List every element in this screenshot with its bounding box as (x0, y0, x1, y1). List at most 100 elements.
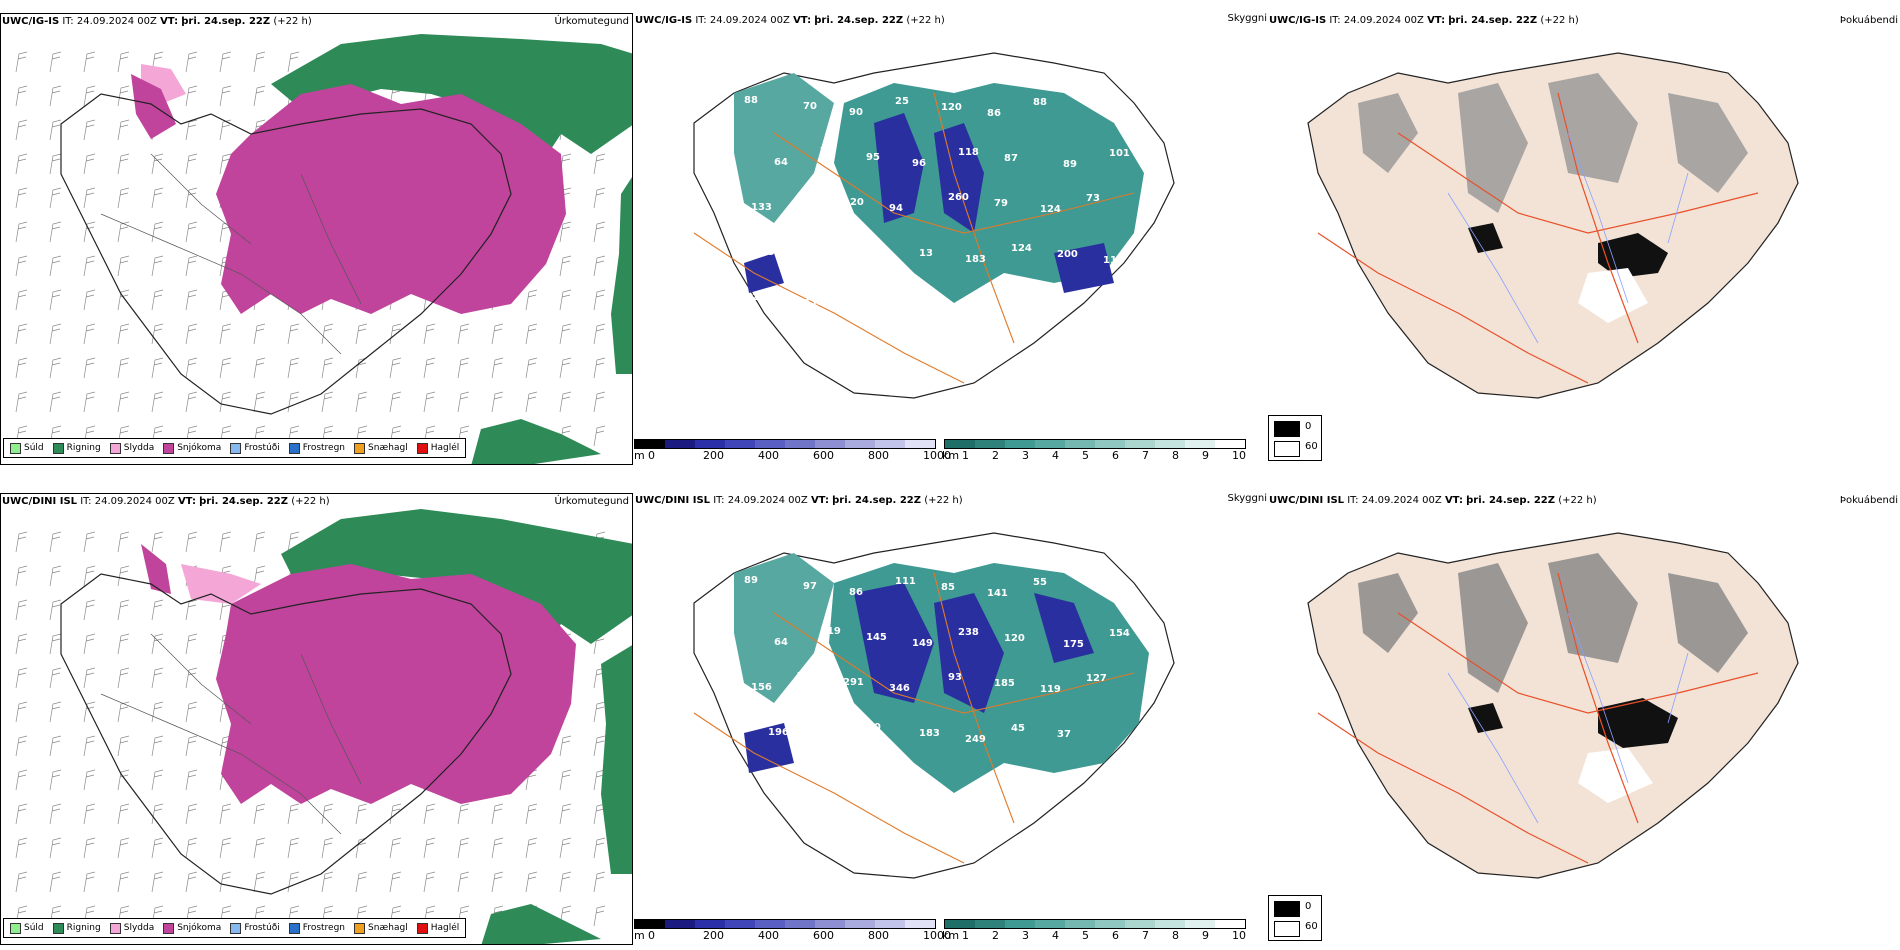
panel-title: Þokuábendi (1839, 15, 1898, 26)
wind-barb (15, 323, 28, 345)
height-unit: m (634, 929, 645, 942)
wind-barb (15, 85, 28, 107)
lead-time: (+22 h) (1558, 495, 1597, 506)
legend-label: Haglél (430, 923, 460, 933)
spot-value: 93 (948, 672, 962, 683)
legend-item: Frostúði (230, 922, 280, 934)
legend-label: Slydda (123, 443, 155, 453)
fog-index-area (1358, 73, 1748, 213)
snow-area (216, 564, 576, 804)
wind-barb (83, 837, 96, 859)
wind-barb (593, 905, 606, 927)
spot-value: 120 (843, 197, 864, 208)
spot-value: 86 (849, 587, 863, 598)
colorbar-swatch (945, 920, 975, 928)
wind-barb (253, 837, 266, 859)
spot-value: 25 (895, 96, 909, 107)
wind-barb (457, 323, 470, 345)
wind-barb (559, 391, 572, 413)
rain-area (471, 419, 601, 464)
spot-values: 89 97 86 111 85 141 55 82 64 119 145 149 238 120 175 15… (744, 575, 1130, 745)
fog-index-high (1468, 698, 1678, 748)
wind-barb (83, 221, 96, 243)
wind-barb (219, 531, 232, 553)
wind-barb (15, 391, 28, 413)
lead-time: (+22 h) (273, 16, 312, 27)
spot-value: 141 (987, 588, 1008, 599)
height-unit: m (634, 449, 645, 462)
legend-swatch (288, 442, 300, 454)
wind-barb (185, 871, 198, 893)
wind-barb (151, 289, 164, 311)
legend-item: Súld (10, 442, 44, 454)
wind-barb (117, 599, 130, 621)
colorbar-swatch (1035, 440, 1065, 448)
model-name: UWC/DINI ISL (1269, 495, 1345, 506)
wind-barb (83, 323, 96, 345)
spot-value: 89 (744, 575, 758, 586)
wind-barb (185, 599, 198, 621)
wind-barb (117, 803, 130, 825)
colorbar-tick-label: 10 (1232, 449, 1246, 462)
panel-header: UWC/IG-IS IT: 24.09.2024 00Z VT: þri. 24… (635, 15, 945, 26)
spot-value: 175 (1063, 639, 1084, 650)
wind-barb (151, 803, 164, 825)
rain-area (481, 904, 601, 944)
spot-value: 82 (1092, 583, 1106, 594)
wind-barb (559, 769, 572, 791)
wind-barb (83, 357, 96, 379)
colorbar-swatch (1035, 920, 1065, 928)
wind-barb (389, 837, 402, 859)
wind-barb (83, 289, 96, 311)
colorbar-swatch (1125, 920, 1155, 928)
wind-barb (185, 391, 198, 413)
fog-low-swatch (1274, 921, 1300, 937)
spot-value: 249 (965, 734, 986, 745)
wind-barb (253, 85, 266, 107)
init-time: 24.09.2024 00Z (76, 16, 157, 27)
wind-barb (525, 357, 538, 379)
legend-item: Haglél (416, 442, 459, 454)
fog-panel-2: 0 60 UWC/DINI ISL IT: 24.09.2024 00Z VT:… (1268, 493, 1900, 945)
wind-barb (287, 391, 300, 413)
wind-barb (423, 357, 436, 379)
panel-title: Úrkomutegund (554, 496, 629, 507)
colorbar-tick-label: 10 (1232, 929, 1246, 942)
legend-label: Snjókoma (177, 923, 222, 933)
snow-area (216, 84, 566, 314)
colorbar-swatch (695, 920, 725, 928)
wind-barb (151, 735, 164, 757)
fog-index-high (1468, 223, 1668, 278)
wind-barb (457, 357, 470, 379)
vis-colorbar: km 1 2 3 4 5 6 7 8 9 10 (942, 439, 1254, 465)
wind-barb (253, 531, 266, 553)
vt-label: VT: (793, 15, 812, 26)
wind-barb (151, 323, 164, 345)
roads (100, 633, 362, 835)
legend-swatch (354, 922, 366, 934)
wind-barb (117, 153, 130, 175)
wind-barb (117, 323, 130, 345)
snow-area (131, 74, 176, 139)
wind-barb (49, 565, 62, 587)
colorbar-tick-label: 8 (1172, 929, 1179, 942)
precip-type-panel-2: UWC/DINI ISL IT: 24.09.2024 00Z VT: þri.… (0, 493, 633, 945)
colorbar-tick-label: 2 (992, 929, 999, 942)
spot-value: 64 (774, 637, 788, 648)
wind-barb (185, 769, 198, 791)
wind-barb (151, 701, 164, 723)
colorbar-tick-label: 6 (1112, 929, 1119, 942)
legend-swatch (163, 922, 175, 934)
lead-time: (+22 h) (1540, 15, 1579, 26)
wind-barb (559, 803, 572, 825)
wind-barb (355, 323, 368, 345)
wind-barb (593, 837, 606, 859)
colorbar-tick-label: 600 (813, 929, 834, 942)
legend-swatch (109, 442, 121, 454)
wind-barb (83, 187, 96, 209)
colorbar-swatch (1005, 920, 1035, 928)
valid-time: þri. 24.sep. 22Z (199, 496, 288, 507)
rain-area (611, 177, 632, 374)
wind-barb (151, 221, 164, 243)
colorbar-swatch (1155, 920, 1185, 928)
